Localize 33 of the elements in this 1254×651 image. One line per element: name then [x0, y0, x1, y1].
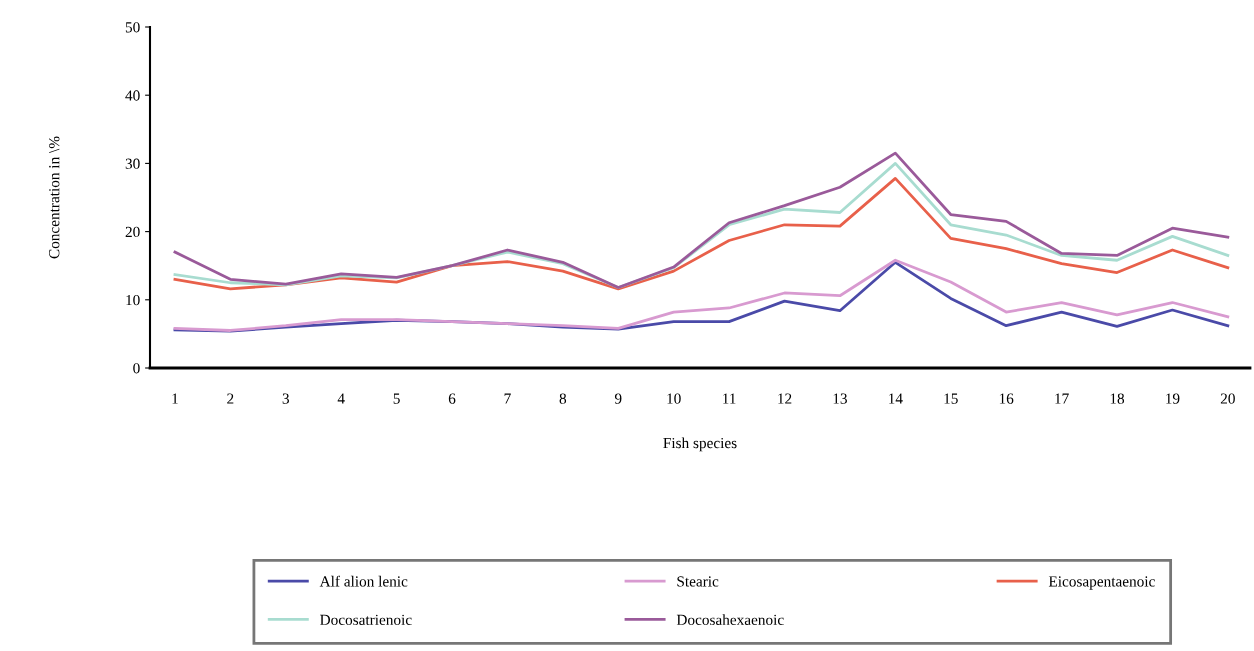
x-tick-label: 4: [337, 393, 345, 404]
x-tick-label: 1: [172, 393, 178, 404]
x-tick-label: 3: [282, 393, 289, 404]
x-tick-label: 7: [504, 393, 511, 404]
x-tick-label: 9: [614, 393, 622, 404]
x-tick-label: 5: [393, 393, 400, 404]
x-axis-title: Fish species: [663, 437, 737, 452]
y-tick-label: 30: [125, 158, 140, 169]
x-tick-label: 18: [1110, 393, 1125, 404]
legend-label: Stearic: [677, 576, 719, 587]
legend-label: Docosatrienoic: [320, 614, 412, 625]
y-axis-title: Concentration in \%: [49, 136, 60, 259]
x-tick-label: 20: [1220, 393, 1235, 404]
x-tick-label: 13: [833, 393, 847, 404]
x-tick-label: 10: [667, 393, 681, 404]
legend-label: Docosahexaenoic: [676, 614, 784, 625]
x-tick-label: 2: [227, 393, 234, 404]
x-tick-label: 16: [999, 393, 1014, 404]
x-tick-label: 12: [778, 393, 792, 404]
x-tick-label: 6: [448, 393, 456, 404]
legend-label: Alf alion lenic: [319, 575, 408, 587]
y-tick-label: 50: [125, 22, 140, 33]
x-tick-label: 15: [944, 393, 958, 404]
y-tick-label: 20: [125, 226, 140, 238]
legend-label: Eicosapentaenoic: [1048, 576, 1155, 590]
x-tick-label: 8: [559, 393, 567, 404]
y-tick-label: 0: [133, 363, 140, 374]
x-tick-label: 17: [1055, 393, 1069, 404]
x-tick-label: 14: [889, 393, 903, 404]
x-tick-label: 19: [1166, 393, 1180, 404]
y-tick-label: 40: [125, 90, 140, 101]
x-tick-label: 11: [723, 393, 736, 404]
y-tick-label: 10: [126, 294, 140, 306]
